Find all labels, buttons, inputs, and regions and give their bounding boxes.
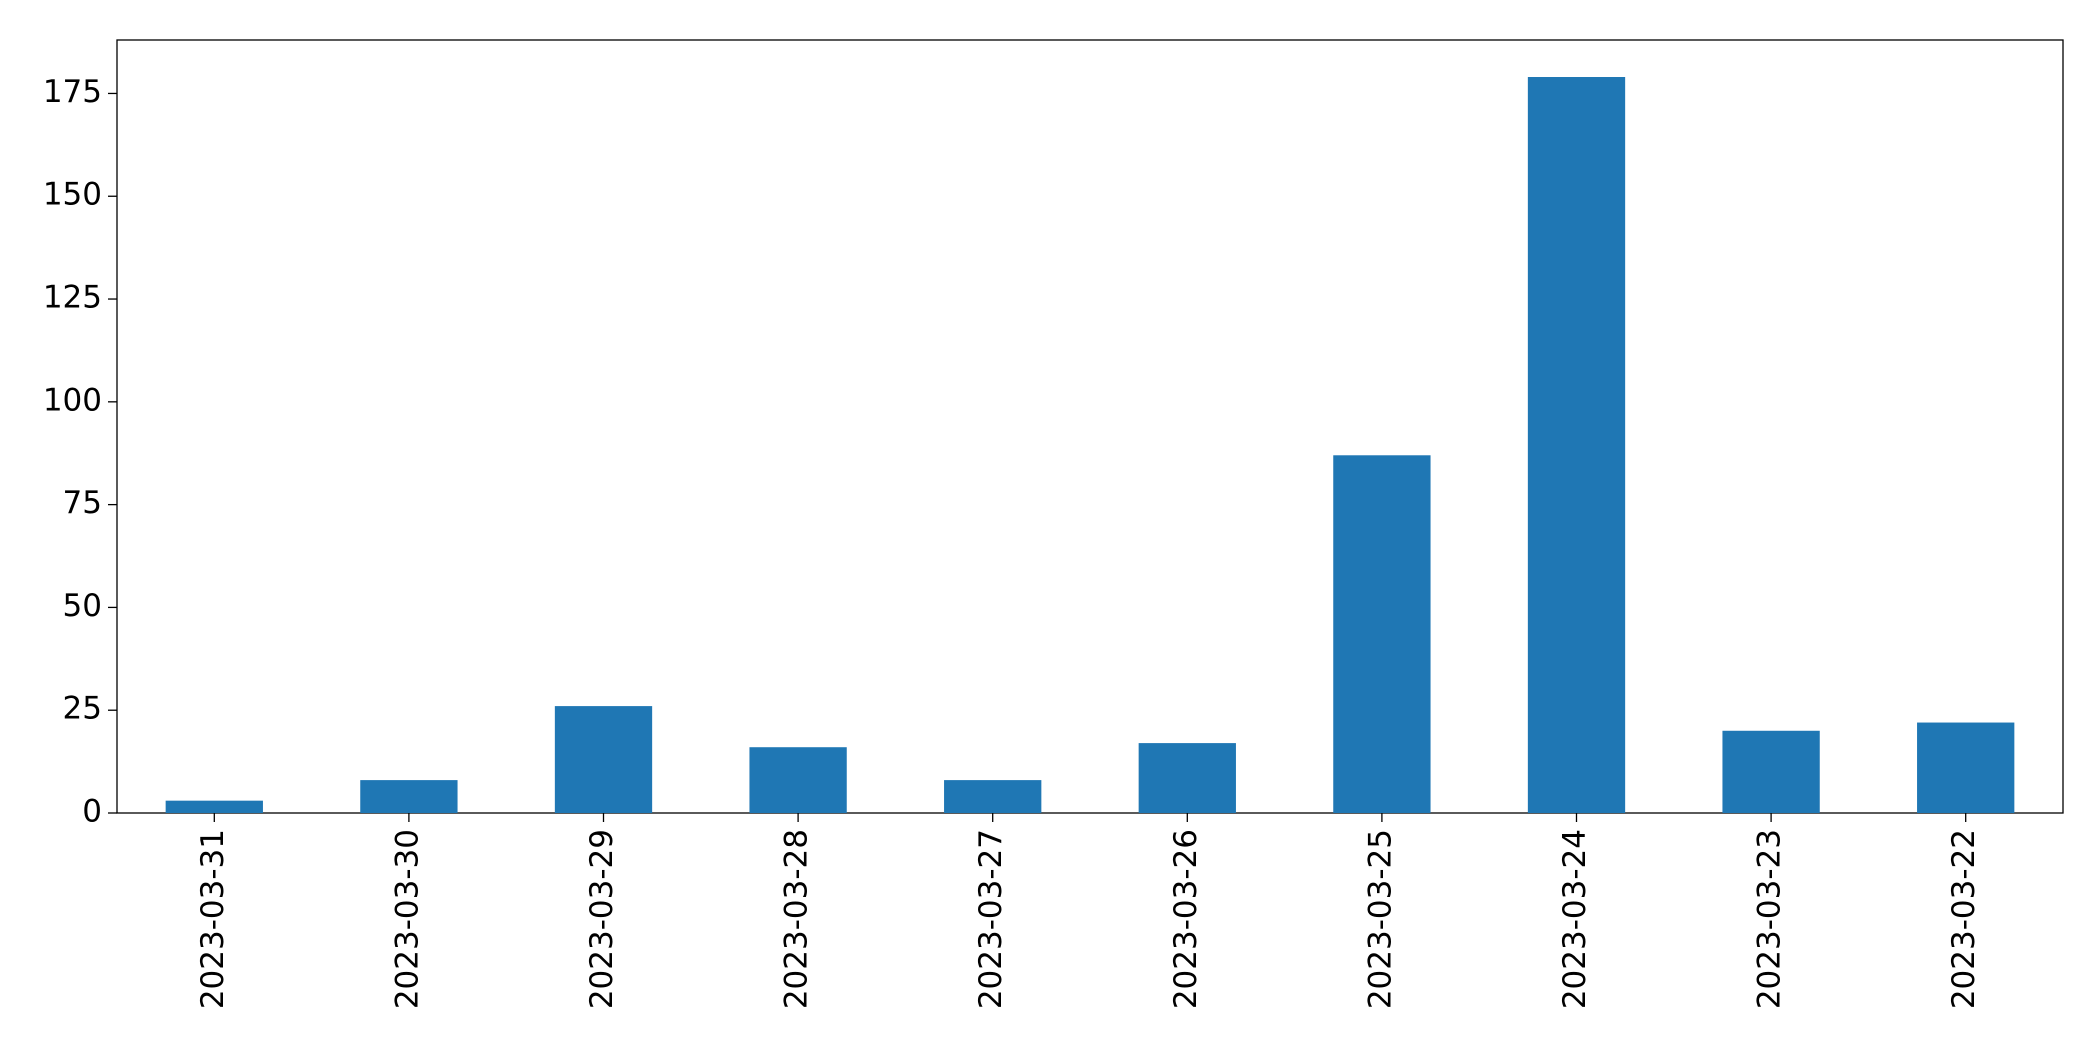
x-tick-label: 2023-03-23 bbox=[1752, 829, 1788, 1009]
x-tick-label: 2023-03-31 bbox=[195, 829, 231, 1009]
x-tick-label: 2023-03-26 bbox=[1168, 829, 1204, 1009]
x-tick-label: 2023-03-29 bbox=[584, 829, 620, 1009]
y-tick-label: 150 bbox=[43, 177, 102, 213]
y-tick-label: 100 bbox=[43, 382, 102, 418]
x-tick-label: 2023-03-25 bbox=[1362, 829, 1398, 1009]
bar bbox=[1333, 455, 1431, 813]
bar bbox=[1138, 743, 1236, 813]
bar bbox=[749, 747, 847, 813]
x-tick-label: 2023-03-28 bbox=[779, 829, 815, 1009]
plot-frame bbox=[116, 39, 2064, 814]
x-tick-label: 2023-03-22 bbox=[1946, 829, 1982, 1009]
x-tick-label: 2023-03-30 bbox=[389, 829, 425, 1009]
x-tick-label: 2023-03-27 bbox=[973, 829, 1009, 1009]
bar bbox=[554, 706, 653, 813]
y-tick-label: 175 bbox=[43, 74, 102, 110]
y-tick-label: 75 bbox=[63, 485, 102, 521]
bar bbox=[165, 800, 263, 813]
bar bbox=[1722, 730, 1820, 813]
bar bbox=[944, 780, 1042, 813]
bar bbox=[1527, 77, 1626, 814]
y-tick-label: 125 bbox=[43, 280, 102, 316]
y-tick-label: 0 bbox=[82, 794, 102, 830]
y-tick-label: 25 bbox=[63, 691, 102, 727]
x-tick-label: 2023-03-24 bbox=[1557, 829, 1593, 1009]
y-tick-label: 50 bbox=[63, 588, 102, 624]
bar bbox=[1917, 722, 2015, 813]
bar bbox=[360, 780, 458, 813]
